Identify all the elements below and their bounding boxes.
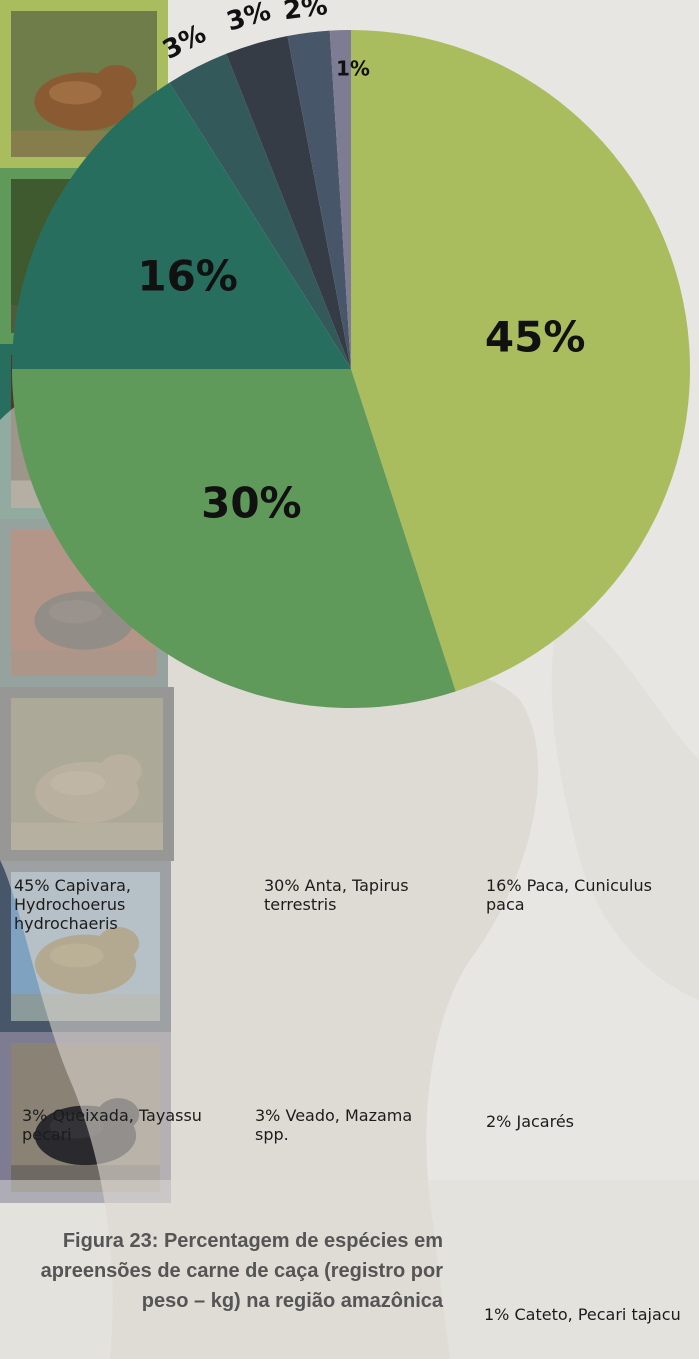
species-common-name: Anta, [304,876,347,895]
pie-slice-label: 16% [137,252,238,301]
species-label: 30% Anta, Tapirus terrestris [264,876,444,914]
species-scientific-name: Jacarés [516,1112,575,1131]
species-label: 2% Jacarés [486,1112,686,1131]
pie-slice-label: 30% [201,479,302,528]
species-common-name: Veado, [285,1106,340,1125]
species-percent: 2% [486,1112,512,1131]
pie-slice [351,30,690,692]
species-label: 3% Veado, Mazama spp. [255,1106,435,1144]
pie-slice-label: 1% [336,57,370,81]
species-percent: 30% [264,876,300,895]
pie-slice [169,53,351,369]
species-label: 45% Capivara, Hydrochoerus hydrochaeris [14,876,194,933]
species-percent: 45% [14,876,50,895]
species-scientific-name: Tapirus terrestris [264,876,409,914]
species-scientific-name: Hydrochoerus hydrochaeris [14,895,126,933]
species-percent: 16% [486,876,522,895]
pie-slice [226,36,351,369]
pie-slice-label: 3% [158,19,211,66]
species-scientific-name: Mazama spp. [255,1106,413,1144]
pie-chart: 45% 30% 16% 3% 3% 2% 1% [12,0,690,708]
species-label: 3% Queixada, Tayassu pecari [22,1106,202,1144]
species-percent: 1% [484,1305,510,1324]
pie-slice [287,30,351,369]
pie-slice [12,369,456,708]
species-common-name: Capivara, [54,876,131,895]
species-label: 1% Cateto, Pecari tajacu [484,1305,684,1324]
pie-slice-label: 2% [282,0,330,26]
species-common-name: Paca, [526,876,570,895]
pie-slice-label: 3% [223,0,274,38]
species-scientific-name: Tayassu pecari [22,1106,202,1144]
figure-caption: Figura 23: Percentagem de espécies em ap… [40,1230,443,1312]
pie-slice [12,82,351,370]
species-common-name: Cateto, [514,1305,573,1324]
species-scientific-name: Cuniculus paca [486,876,652,914]
species-percent: 3% [255,1106,281,1125]
species-label: 16% Paca, Cuniculus paca [486,876,686,914]
species-percent: 3% [22,1106,48,1125]
species-common-name: Queixada, [52,1106,134,1125]
pie-slice [329,30,351,369]
pie-slice-label: 45% [485,312,586,361]
species-scientific-name: Pecari tajacu [577,1305,681,1324]
